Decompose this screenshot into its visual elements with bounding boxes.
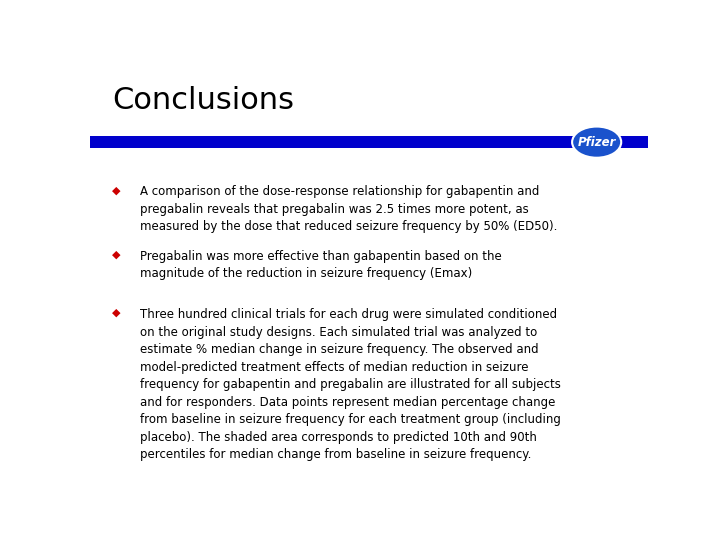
Text: ◆: ◆	[112, 308, 121, 318]
Text: Conclusions: Conclusions	[112, 85, 294, 114]
Text: ◆: ◆	[112, 185, 121, 195]
Text: Pregabalin was more effective than gabapentin based on the
magnitude of the redu: Pregabalin was more effective than gabap…	[140, 250, 502, 280]
Text: Three hundred clinical trials for each drug were simulated conditioned
on the or: Three hundred clinical trials for each d…	[140, 308, 561, 461]
Text: Pfizer: Pfizer	[577, 136, 616, 148]
Ellipse shape	[572, 126, 621, 158]
Text: A comparison of the dose-response relationship for gabapentin and
pregabalin rev: A comparison of the dose-response relati…	[140, 185, 557, 233]
FancyBboxPatch shape	[90, 136, 648, 148]
Text: ◆: ◆	[112, 250, 121, 260]
